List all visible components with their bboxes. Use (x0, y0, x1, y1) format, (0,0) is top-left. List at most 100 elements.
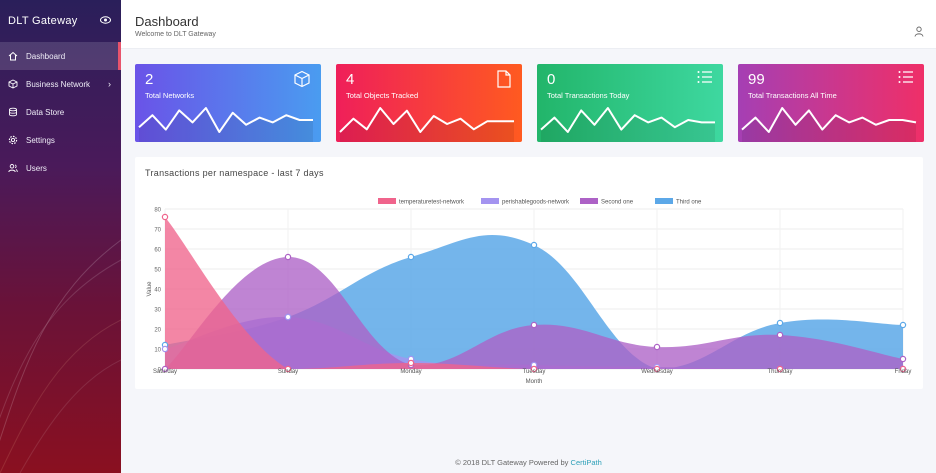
sidebar-item-dashboard[interactable]: Dashboard (0, 42, 121, 70)
y-tick-label: 30 (154, 308, 161, 314)
sparkline-shadow (742, 108, 916, 142)
data-point[interactable] (530, 321, 538, 329)
home-icon (8, 51, 18, 61)
legend-label: Third one (676, 200, 702, 206)
database-icon (8, 107, 18, 117)
x-axis-label: Month (526, 379, 543, 385)
sidebar-item-label: Business Network (26, 79, 91, 89)
data-point[interactable] (899, 355, 907, 363)
stat-card-total-objects-tracked[interactable]: 4 Total Objects Tracked (336, 64, 522, 142)
gear-icon (8, 135, 18, 145)
data-point[interactable] (407, 359, 415, 367)
legend-label: perishablegoods-network (502, 200, 570, 206)
sidebar-item-label: Dashboard (26, 51, 66, 61)
cube-icon (8, 79, 18, 89)
stat-label: Total Objects Tracked (346, 91, 419, 100)
legend-item[interactable]: Second one (580, 198, 634, 206)
sidebar-nav: Dashboard Business Network › Data Store … (0, 42, 121, 182)
brand-name: DLT Gateway (8, 15, 78, 27)
stat-value: 4 (346, 71, 355, 88)
sparkline-line (540, 107, 715, 133)
data-point[interactable] (161, 365, 169, 373)
y-tick-label: 40 (154, 288, 161, 294)
sparkline-line (138, 107, 313, 133)
data-point[interactable] (530, 365, 538, 373)
chart-title: Transactions per namespace - last 7 days (145, 168, 324, 178)
list-icon (697, 70, 713, 89)
stat-value: 0 (547, 71, 556, 88)
data-point[interactable] (899, 365, 907, 373)
eye-icon[interactable] (100, 15, 111, 27)
y-tick-label: 70 (154, 228, 161, 234)
data-point[interactable] (653, 343, 661, 351)
stat-value: 2 (145, 71, 154, 88)
footer-link[interactable]: CertiPath (570, 458, 602, 467)
legend-label: temperaturetest-network (399, 200, 465, 206)
sparkline (540, 107, 715, 142)
transactions-chart-panel: Transactions per namespace - last 7 days… (135, 157, 923, 389)
stat-value: 99 (748, 71, 765, 88)
legend-item[interactable]: perishablegoods-network (481, 198, 570, 206)
legend-swatch (655, 198, 673, 204)
stat-card-transactions-all-time[interactable]: 99 Total Transactions All Time (738, 64, 924, 142)
stat-label: Total Transactions All Time (748, 91, 837, 100)
page-header: Dashboard Welcome to DLT Gateway (121, 0, 936, 49)
data-point[interactable] (161, 213, 169, 221)
sparkline (741, 107, 917, 142)
chevron-right-icon[interactable]: › (108, 79, 111, 89)
x-tick-label: Friday (895, 369, 912, 375)
user-icon[interactable] (914, 24, 924, 42)
sidebar-item-users[interactable]: Users (0, 154, 121, 182)
page-subtitle: Welcome to DLT Gateway (135, 31, 216, 38)
y-tick-label: 60 (154, 248, 161, 254)
stat-card-total-networks[interactable]: 2 Total Networks (135, 64, 321, 142)
sidebar-background-image (0, 239, 121, 473)
sparkline-line (741, 107, 917, 133)
sidebar-item-label: Data Store (26, 107, 65, 117)
sparkline (138, 107, 313, 142)
sparkline-shadow (541, 108, 715, 142)
footer-text: © 2018 DLT Gateway Powered by (455, 458, 569, 467)
legend-item[interactable]: Third one (655, 198, 702, 206)
legend-item[interactable]: temperaturetest-network (378, 198, 465, 206)
sidebar-item-label: Users (26, 163, 47, 173)
footer: © 2018 DLT Gateway Powered by CertiPath (121, 458, 936, 467)
data-point[interactable] (530, 241, 538, 249)
y-tick-label: 0 (158, 368, 162, 374)
data-point[interactable] (776, 319, 784, 327)
y-tick-label: 20 (154, 328, 161, 334)
data-point[interactable] (284, 365, 292, 373)
x-tick-label: Thursday (767, 369, 792, 375)
legend-swatch (481, 198, 499, 204)
data-point[interactable] (284, 313, 292, 321)
data-point[interactable] (899, 321, 907, 329)
data-point[interactable] (776, 331, 784, 339)
x-tick-label: Monday (400, 369, 421, 375)
legend-swatch (580, 198, 598, 204)
list-icon (898, 70, 914, 89)
y-tick-label: 10 (154, 348, 161, 354)
data-point[interactable] (284, 253, 292, 261)
y-tick-label: 50 (154, 268, 161, 274)
series-area (165, 217, 903, 369)
stat-label: Total Transactions Today (547, 91, 630, 100)
sidebar-item-data-store[interactable]: Data Store (0, 98, 121, 126)
stat-label: Total Networks (145, 91, 195, 100)
data-point[interactable] (407, 253, 415, 261)
sidebar-item-settings[interactable]: Settings (0, 126, 121, 154)
x-tick-label: Sunday (278, 369, 298, 375)
brand[interactable]: DLT Gateway (0, 0, 121, 42)
transactions-area-chart: 0 10 20 30 40 50 60 70 80 Saturday Sunday Monday Tue… (147, 198, 912, 385)
series-area (165, 256, 903, 369)
data-point[interactable] (161, 345, 169, 353)
users-icon (8, 163, 18, 173)
data-point[interactable] (653, 365, 661, 373)
legend-label: Second one (601, 200, 634, 206)
sidebar-item-business-network[interactable]: Business Network › (0, 70, 121, 98)
sidebar-item-label: Settings (26, 135, 55, 145)
data-point[interactable] (776, 365, 784, 373)
y-axis-label: Value (147, 281, 153, 297)
y-tick-label: 80 (154, 208, 161, 214)
stat-card-transactions-today[interactable]: 0 Total Transactions Today (537, 64, 723, 142)
sparkline-line (339, 107, 514, 133)
